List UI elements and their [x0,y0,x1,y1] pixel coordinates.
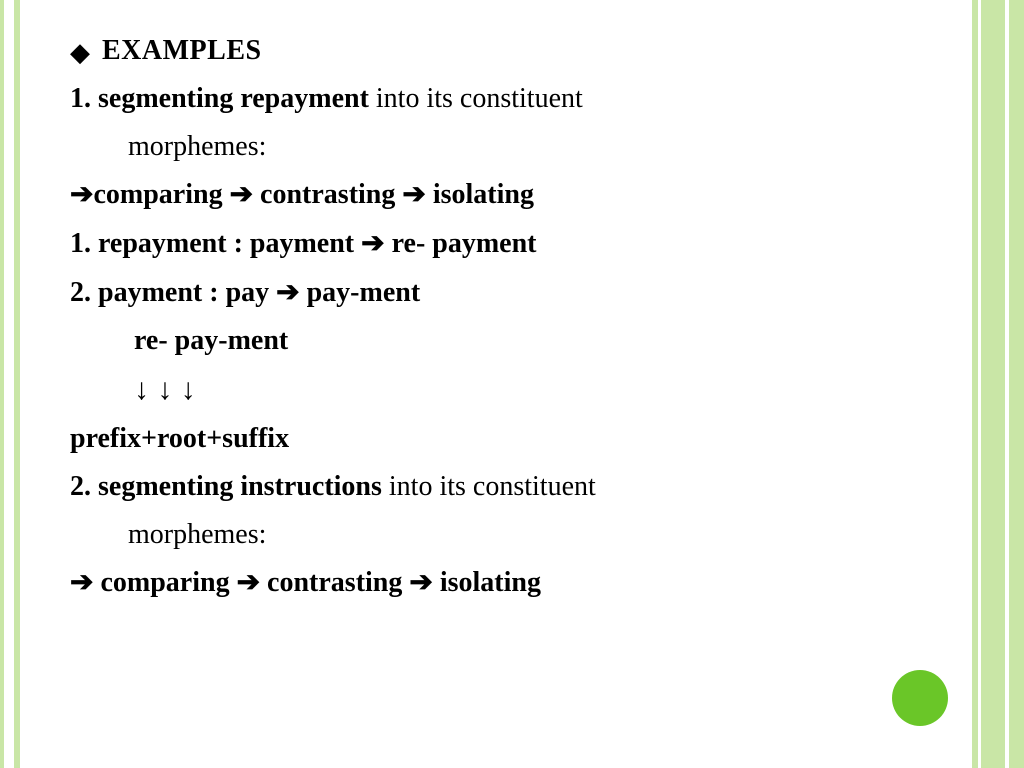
example1-title: 1. segmenting repayment [70,83,369,114]
prefix-root-suffix: prefix+root+suffix [70,420,950,458]
repayment-label: 1. repayment [70,228,227,259]
right-border [972,0,1024,768]
repayment-line: 1. repayment : payment ➔ re- payment [70,224,950,263]
colon: : [227,228,250,259]
step-isolating-2: isolating [433,567,541,598]
arrow-right-icon: ➔ [361,227,384,258]
arrow-right-icon: ➔ [409,566,432,597]
step-contrasting-2: contrasting [260,567,409,598]
example2-line1b: morphemes: [128,516,950,554]
example2-title: 2. segmenting instructions [70,471,382,502]
step-isolating: isolating [426,179,534,210]
arrow-right-icon: ➔ [230,178,253,209]
pay-ment-word: pay-ment [300,277,421,308]
arrow-right-icon: ➔ [402,178,425,209]
steps-line-1: ➔comparing ➔ contrasting ➔ isolating [70,175,950,214]
pay-word: pay [226,277,277,308]
arrow-right-icon: ➔ [276,276,299,307]
step-comparing: comparing [93,179,229,210]
down-arrows: ↓ ↓ ↓ [134,370,950,411]
arrow-right-icon: ➔ [70,566,93,597]
payment-word: payment [250,228,361,259]
step-contrasting: contrasting [253,179,402,210]
arrow-right-icon: ➔ [237,566,260,597]
example1-line1b: morphemes: [128,128,950,166]
example2-rest: into its constituent [382,471,596,502]
heading-line: ◆ EXAMPLES [70,32,950,70]
re-payment-word: re- payment [385,228,537,259]
example2-line1: 2. segmenting instructions into its cons… [70,468,950,506]
step-comparing-2: comparing [93,567,236,598]
payment-line: 2. payment : pay ➔ pay-ment [70,273,950,312]
steps-line-2: ➔ comparing ➔ contrasting ➔ isolating [70,563,950,602]
payment-label: 2. payment [70,277,202,308]
heading-text: EXAMPLES [102,32,262,70]
diamond-icon: ◆ [70,35,90,70]
slide-content: ◆ EXAMPLES 1. segmenting repayment into … [70,32,950,612]
decorative-circle-icon [892,670,948,726]
arrow-right-icon: ➔ [70,178,93,209]
colon: : [202,277,225,308]
example1-rest: into its constituent [369,83,583,114]
left-border [0,0,22,768]
example1-line1: 1. segmenting repayment into its constit… [70,80,950,118]
re-pay-ment-line: re- pay-ment [134,322,950,360]
